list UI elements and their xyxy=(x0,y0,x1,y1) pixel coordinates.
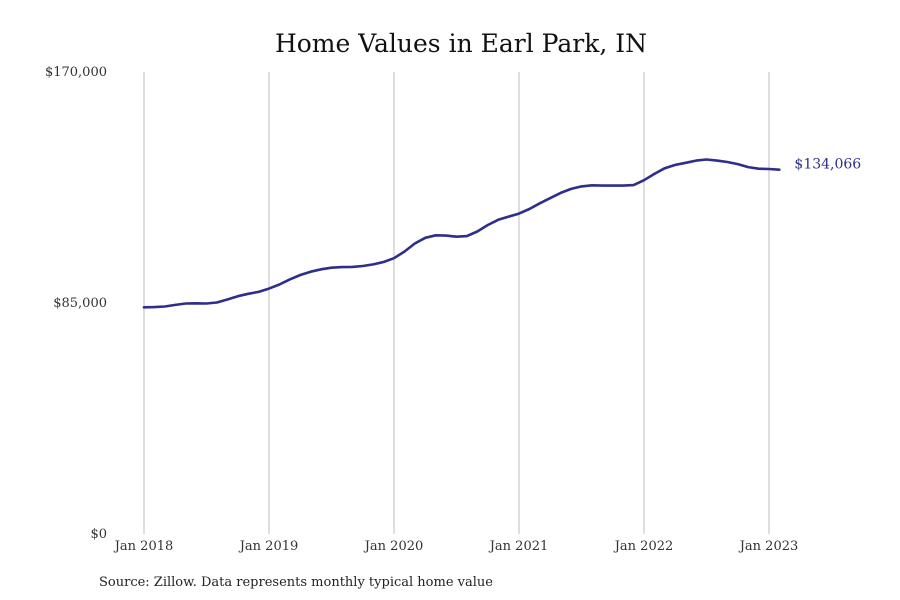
x-tick-label: Jan 2019 xyxy=(238,539,299,554)
y-tick-label: $0 xyxy=(90,527,107,542)
y-tick-label: $170,000 xyxy=(45,65,107,80)
source-note: Source: Zillow. Data represents monthly … xyxy=(99,575,493,590)
y-tick-label: $85,000 xyxy=(53,296,107,311)
y-axis-ticks: $0 $85,000 $170,000 xyxy=(45,65,107,542)
x-axis-ticks: Jan 2018 Jan 2019 Jan 2020 Jan 2021 Jan 2022… xyxy=(113,539,799,554)
last-value-label: $134,066 xyxy=(794,157,861,173)
x-tick-label: Jan 2023 xyxy=(738,539,799,554)
series-line-home-value xyxy=(142,158,781,309)
x-tick-label: Jan 2018 xyxy=(113,539,174,554)
x-tick-label: Jan 2022 xyxy=(613,539,674,554)
x-tick-label: Jan 2021 xyxy=(488,539,549,554)
gridlines xyxy=(143,72,770,534)
chart-title: Home Values in Earl Park, IN xyxy=(275,29,647,58)
x-tick-label: Jan 2020 xyxy=(363,539,424,554)
